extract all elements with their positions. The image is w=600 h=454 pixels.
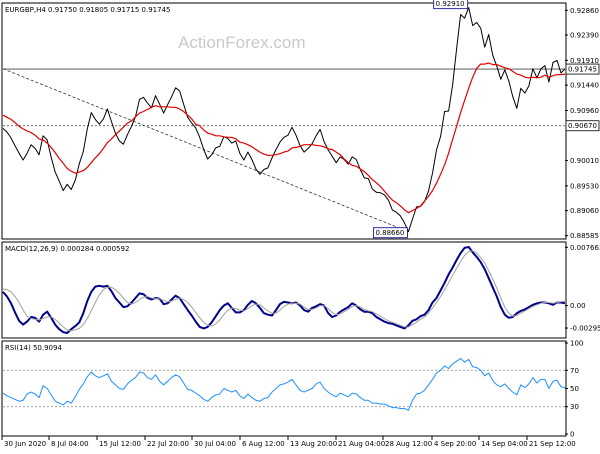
price-level-label: 0.91745 — [568, 66, 597, 74]
price-level-label: 0.90670 — [568, 122, 597, 130]
price-symbol-label: EURGBP,H4 0.91750 0.91805 0.91715 0.9174… — [5, 6, 171, 14]
rsi-y-tick-label: 50 — [570, 385, 579, 393]
watermark: ActionForex.com — [178, 33, 306, 52]
price-layer: 0.92860 0.92390 0.91910 0.91440 0.90960 0.900… — [2, 0, 600, 240]
macd-y-tick-label: -0.002952 — [570, 325, 600, 333]
x-tick-label: 8 Jul 04:00 — [51, 440, 89, 448]
macd-series-line-1 — [2, 250, 566, 332]
x-tick-label: 28 Aug 12:00 — [385, 440, 432, 448]
price-y-tick-label: 0.91910 — [570, 57, 599, 65]
price-series-line-1 — [2, 62, 566, 214]
macd-layer: 0.007663 0.00 -0.002952 — [2, 244, 600, 334]
x-tick-label: 21 Sep 12:00 — [529, 440, 576, 448]
x-tick-label: 14 Sep 04:00 — [481, 440, 528, 448]
rsi-y-tick-label: 0 — [570, 431, 574, 439]
x-tick-label: 15 Jul 12:00 — [99, 440, 141, 448]
rsi-y-tick-label: 70 — [570, 367, 579, 375]
price-y-tick-label: 0.91440 — [570, 82, 599, 90]
x-tick-label: 30 Jul 04:00 — [194, 440, 236, 448]
rsi-layer: 100 70 50 30 0 — [2, 340, 583, 439]
x-tick-label: 13 Aug 20:00 — [290, 440, 337, 448]
price-y-tick-label: 0.89060 — [570, 207, 599, 215]
rsi-y-tick-label: 100 — [570, 340, 583, 348]
price-y-tick-label: 0.92860 — [570, 7, 599, 15]
x-tick-label: 30 Jun 2020 — [4, 440, 46, 448]
price-y-tick-label: 0.89530 — [570, 182, 599, 190]
x-axis: 30 Jun 2020 8 Jul 04:00 15 Jul 12:00 22 Jul… — [1, 436, 576, 448]
rsi-label: RSI(14) 50.9094 — [5, 344, 62, 352]
price-y-tick-label: 0.88585 — [570, 232, 599, 240]
x-tick-label: 21 Aug 04:00 — [338, 440, 385, 448]
price-annotation-label: 0.88660 — [375, 229, 404, 237]
price-y-tick-label: 0.90010 — [570, 157, 599, 165]
price-series-line-0 — [2, 7, 566, 233]
price-annotation-label: 0.92910 — [436, 0, 465, 8]
x-tick-label: 6 Aug 12:00 — [242, 440, 285, 448]
price-y-tick-label: 0.90960 — [570, 107, 599, 115]
price-level-box — [565, 63, 600, 75]
price-trendline — [2, 68, 409, 233]
macd-label: MACD(12,26,9) 0.000284 0.000592 — [5, 245, 129, 253]
rsi-y-tick-label: 30 — [570, 403, 579, 411]
price-annotation-box — [433, 0, 469, 10]
x-tick-label: 4 Sep 20:00 — [434, 440, 476, 448]
x-tick-label: 22 Jul 20:00 — [147, 440, 189, 448]
macd-y-tick-label: 0.007663 — [570, 244, 600, 252]
price-annotation-box — [372, 227, 408, 239]
price-level-box — [565, 120, 600, 132]
macd-y-tick-label: 0.00 — [570, 302, 586, 310]
price-y-tick-label: 0.92390 — [570, 32, 599, 40]
macd-panel-frame — [1, 241, 567, 339]
rsi-series-line-0 — [2, 358, 566, 411]
